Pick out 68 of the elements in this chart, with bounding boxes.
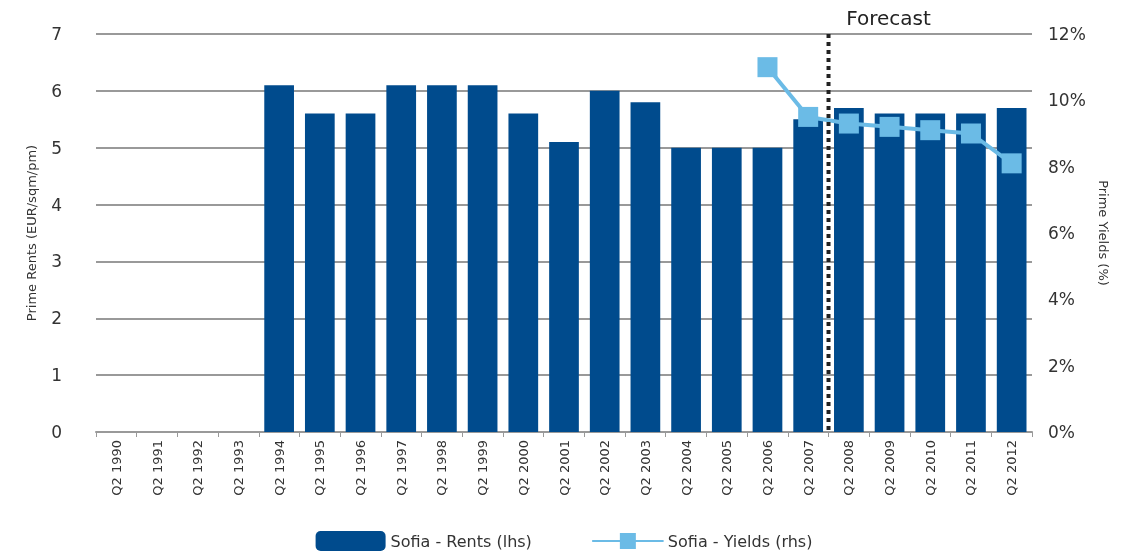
y-tick-label: 3	[51, 251, 62, 272]
x-tick-label: Q2 1997	[393, 440, 409, 496]
x-tick-label: Q2 1999	[475, 440, 491, 496]
y2-tick-label: 12%	[1048, 24, 1086, 44]
y2-axis-title: Prime Yields (%)	[1095, 180, 1111, 286]
y-tick-label: 6	[51, 80, 62, 101]
x-tick-label: Q2 2008	[841, 440, 857, 496]
x-tick-label: Q2 2003	[637, 440, 653, 496]
x-tick-label: Q2 1992	[190, 440, 206, 496]
point	[1001, 153, 1022, 174]
point	[757, 57, 778, 78]
bar	[915, 113, 946, 432]
bar	[671, 147, 701, 432]
x-tick-label: Q2 1994	[271, 440, 287, 496]
x-tick-label: Q2 2002	[597, 440, 613, 496]
x-tick-label: Q2 1993	[230, 440, 246, 496]
y2-tick-label: 0%	[1048, 422, 1075, 442]
bar	[630, 102, 661, 432]
bar	[874, 113, 905, 432]
x-tick-label: Q2 1991	[149, 440, 165, 496]
y-tick-label: 7	[51, 24, 62, 44]
bar	[264, 85, 294, 432]
y-tick-label: 4	[51, 194, 62, 215]
x-tick-label: Q2 2004	[678, 440, 694, 496]
y2-tick-label: 10%	[1048, 90, 1086, 111]
bar	[589, 90, 620, 432]
y-tick-label: 2	[51, 308, 62, 329]
y-tick-label: 1	[51, 365, 62, 386]
y2-tick-label: 4%	[1048, 289, 1075, 310]
point	[838, 113, 859, 134]
bar	[345, 113, 376, 432]
bar	[752, 147, 783, 432]
legend-label: Sofia - Rents (lhs)	[390, 531, 532, 551]
legend-label: Sofia - Yields (rhs)	[667, 531, 813, 551]
x-tick-label: Q2 2007	[800, 440, 816, 496]
y2-tick-label: 6%	[1048, 223, 1075, 243]
x-tick-label: Q2 2006	[759, 440, 775, 496]
x-tick-label: Q2 1990	[108, 440, 124, 496]
x-tick-label: Q2 2010	[922, 440, 938, 496]
bar	[427, 85, 457, 432]
x-tick-label: Q2 1995	[312, 440, 328, 496]
bar	[467, 85, 498, 432]
y-tick-label: 0	[51, 422, 62, 442]
point	[920, 120, 941, 141]
point	[879, 116, 900, 137]
bar	[711, 147, 742, 432]
bar	[996, 107, 1027, 432]
x-tick-label: Q2 2012	[1004, 440, 1020, 496]
bar	[508, 113, 539, 432]
x-tick-label: Q2 2009	[882, 440, 898, 496]
x-tick-label: Q2 1996	[353, 440, 369, 496]
ref-line-label: Forecast	[846, 6, 931, 30]
x-tick-label: Q2 2005	[719, 440, 735, 496]
point	[798, 106, 819, 127]
x-tick-label: Q2 2000	[515, 440, 531, 496]
bar	[304, 113, 335, 432]
x-tick-label: Q2 1998	[434, 440, 450, 496]
y-tick-label: 5	[51, 137, 62, 158]
bar	[549, 142, 579, 432]
x-tick-label: Q2 2001	[556, 440, 572, 496]
point	[960, 123, 981, 144]
bar	[386, 85, 417, 432]
y2-tick-label: 8%	[1048, 156, 1075, 177]
y2-tick-label: 2%	[1048, 355, 1075, 376]
x-tick-label: Q2 2011	[963, 440, 979, 496]
bar	[834, 107, 864, 432]
bar	[956, 113, 986, 432]
y-axis-title: Prime Rents (EUR/sqm/pm)	[24, 144, 39, 322]
